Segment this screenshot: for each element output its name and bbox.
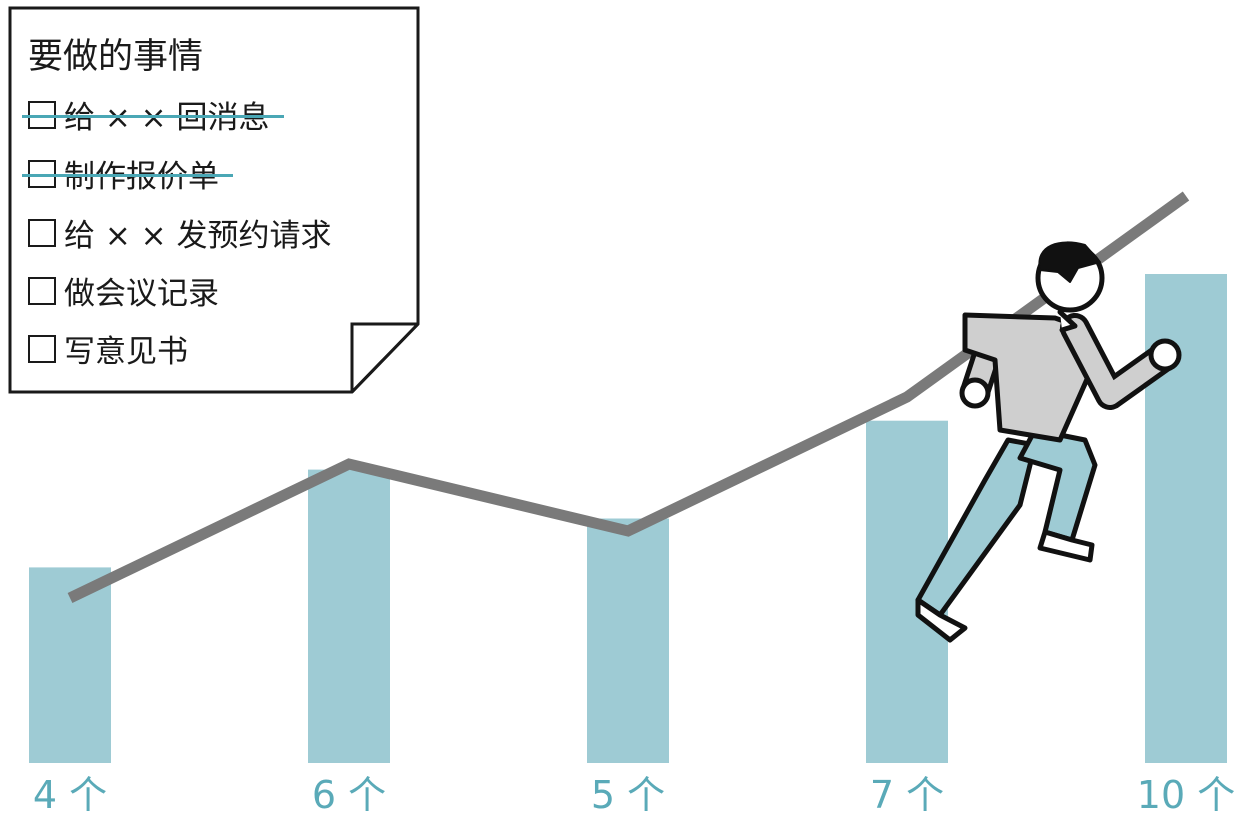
checkbox-icon bbox=[28, 334, 56, 363]
category-label: 6 个 bbox=[312, 773, 386, 813]
strikethrough-line bbox=[22, 115, 284, 119]
todo-item: 给 × × 发预约请求 bbox=[28, 210, 332, 255]
category-label: 5 个 bbox=[591, 773, 665, 813]
note-paper bbox=[8, 6, 420, 394]
todo-item: 制作报价单 bbox=[22, 151, 233, 196]
bars-layer bbox=[29, 274, 1227, 763]
todo-item-label: 给 × × 发预约请求 bbox=[64, 218, 332, 254]
bar-0 bbox=[29, 567, 111, 763]
category-label: 7 个 bbox=[870, 773, 944, 813]
tick-labels-layer: 4 个 6 个 5 个 7 个 10 个 bbox=[33, 773, 1235, 813]
todo-note: 要做的事情 给 × × 回消息 制作报价单给 × × 发预约请求 做会议记录写意见书 bbox=[8, 6, 420, 394]
checkbox-icon bbox=[28, 218, 56, 247]
category-label: 4 个 bbox=[33, 773, 107, 813]
todo-item: 做会议记录 bbox=[28, 268, 219, 313]
category-label: 10 个 bbox=[1137, 773, 1235, 813]
todo-item: 给 × × 回消息 bbox=[22, 92, 284, 137]
bar-1 bbox=[308, 469, 390, 763]
bar-2 bbox=[587, 518, 669, 763]
note-title: 要做的事情 bbox=[28, 37, 204, 77]
todo-item-label: 写意见书 bbox=[64, 334, 188, 370]
todo-item: 写意见书 bbox=[28, 326, 188, 371]
strikethrough-line bbox=[22, 174, 233, 178]
todo-item-label: 做会议记录 bbox=[64, 276, 219, 312]
checkbox-icon bbox=[28, 276, 56, 305]
running-person-icon bbox=[915, 241, 1182, 643]
checkbox-icon bbox=[28, 100, 56, 129]
checkbox-icon bbox=[28, 159, 56, 188]
